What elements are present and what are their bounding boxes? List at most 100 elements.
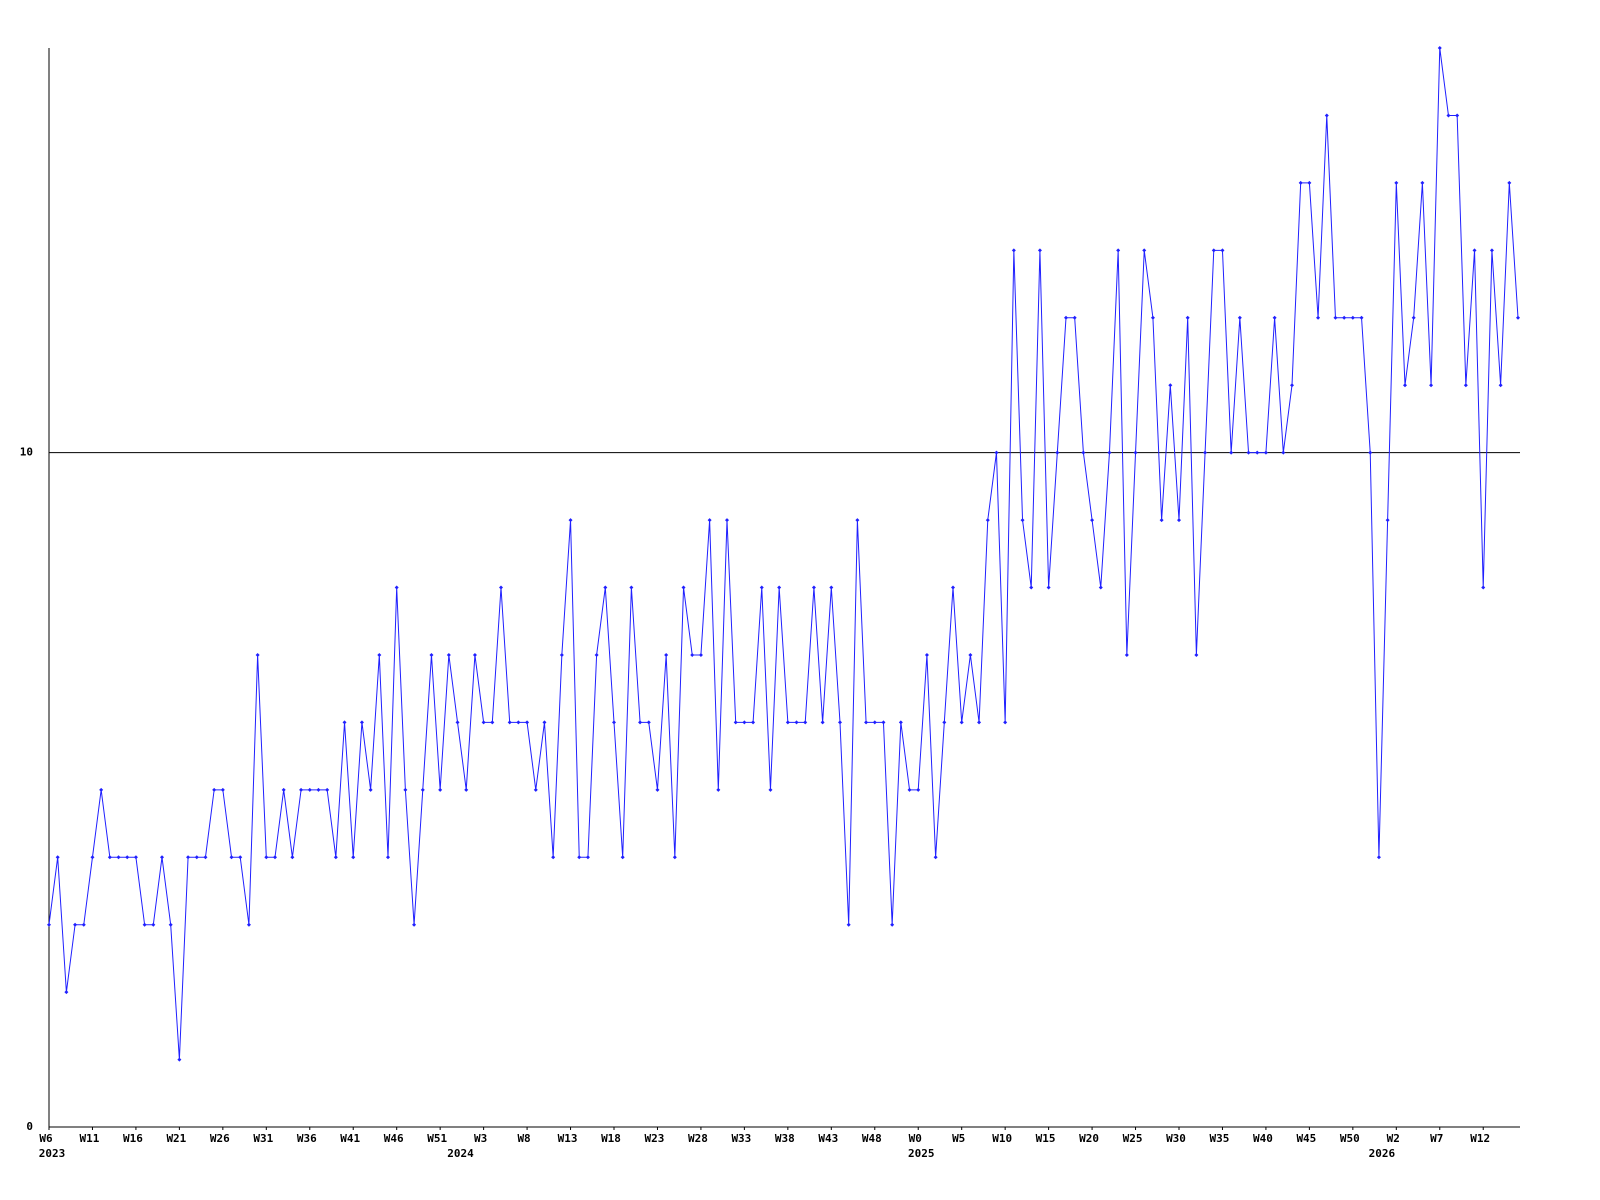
- data-point: [1507, 180, 1512, 185]
- x-tick-label: W7: [1430, 1132, 1443, 1145]
- y-tick-label: 10: [20, 446, 33, 459]
- data-point: [1142, 248, 1147, 253]
- x-tick-label: W16: [123, 1132, 143, 1145]
- y-tick-label: 0: [26, 1120, 33, 1133]
- x-tick-label: W28: [688, 1132, 708, 1145]
- data-point: [55, 855, 60, 860]
- data-point: [238, 855, 243, 860]
- x-tick-label: W30: [1166, 1132, 1186, 1145]
- x-tick-label: W40: [1253, 1132, 1273, 1145]
- data-point: [194, 855, 199, 860]
- data-point: [1333, 315, 1338, 320]
- data-point: [1098, 585, 1103, 590]
- data-point: [1211, 248, 1216, 253]
- data-point: [620, 855, 625, 860]
- data-point: [342, 720, 347, 725]
- data-point: [1072, 315, 1077, 320]
- x-tick-label: W50: [1340, 1132, 1360, 1145]
- data-point: [90, 855, 95, 860]
- data-point: [838, 720, 842, 725]
- data-point: [1229, 450, 1234, 455]
- data-point: [1489, 248, 1494, 253]
- data-point: [177, 1057, 182, 1062]
- x-tick-label: W20: [1079, 1132, 1099, 1145]
- x-tick-label: W5: [952, 1132, 965, 1145]
- data-point: [646, 720, 651, 725]
- data-point: [968, 652, 973, 657]
- data-point: [160, 855, 164, 860]
- data-point: [377, 652, 382, 657]
- data-point: [1307, 180, 1312, 185]
- data-point: [273, 855, 277, 860]
- data-point: [559, 652, 564, 657]
- year-label: 2026: [1369, 1147, 1396, 1160]
- x-tick-label: W48: [862, 1132, 882, 1145]
- x-tick-label: W43: [818, 1132, 838, 1145]
- data-point: [246, 922, 251, 927]
- data-point: [229, 855, 234, 860]
- data-point: [1020, 518, 1025, 523]
- data-point: [629, 585, 634, 590]
- x-tick-label: W2: [1387, 1132, 1400, 1145]
- data-point: [368, 787, 373, 792]
- data-point: [73, 922, 78, 927]
- x-tick-label: W36: [297, 1132, 317, 1145]
- data-point: [403, 787, 408, 792]
- data-point: [1090, 518, 1095, 523]
- data-point: [855, 518, 860, 523]
- data-point: [1107, 450, 1112, 455]
- data-point: [359, 720, 364, 725]
- data-point: [664, 652, 669, 657]
- data-point: [846, 922, 851, 927]
- data-point: [186, 855, 191, 860]
- data-point: [577, 855, 582, 860]
- data-point: [638, 720, 643, 725]
- data-point: [951, 585, 955, 590]
- data-point: [942, 720, 947, 725]
- data-point: [420, 787, 425, 792]
- data-point: [446, 652, 451, 657]
- data-point: [281, 787, 286, 792]
- data-point: [1316, 315, 1321, 320]
- data-point: [1203, 450, 1208, 455]
- data-point: [1263, 450, 1268, 455]
- data-point: [568, 518, 573, 523]
- data-point: [1133, 450, 1138, 455]
- data-point: [507, 720, 512, 725]
- data-point: [64, 990, 69, 995]
- data-point: [255, 652, 260, 657]
- data-point: [1064, 315, 1068, 320]
- x-tick-label: W41: [340, 1132, 360, 1145]
- data-point: [603, 585, 608, 590]
- x-tick-label: W25: [1123, 1132, 1143, 1145]
- x-tick-label: W23: [645, 1132, 665, 1145]
- data-point: [1342, 315, 1347, 320]
- data-point: [307, 787, 312, 792]
- data-point: [1403, 383, 1407, 388]
- data-point: [1246, 450, 1251, 455]
- data-point: [1394, 180, 1399, 185]
- data-point: [994, 450, 999, 455]
- data-point: [655, 787, 660, 792]
- data-point: [907, 787, 912, 792]
- year-label: 2024: [447, 1147, 474, 1160]
- x-tick-label: W18: [601, 1132, 621, 1145]
- data-point: [933, 855, 938, 860]
- data-point: [890, 922, 895, 927]
- data-point: [1437, 46, 1442, 50]
- data-point: [1116, 248, 1121, 253]
- data-point: [481, 720, 486, 725]
- x-tick-label: W12: [1470, 1132, 1490, 1145]
- x-tick-label: W13: [558, 1132, 578, 1145]
- data-point: [768, 787, 773, 792]
- data-point: [1516, 315, 1520, 320]
- data-point: [438, 787, 443, 792]
- data-point: [525, 720, 530, 725]
- x-tick-label: W46: [384, 1132, 404, 1145]
- data-point: [820, 720, 825, 725]
- data-point: [1272, 315, 1277, 320]
- data-point: [316, 787, 321, 792]
- data-point: [1081, 450, 1086, 455]
- data-point: [1124, 652, 1129, 657]
- data-point: [803, 720, 808, 725]
